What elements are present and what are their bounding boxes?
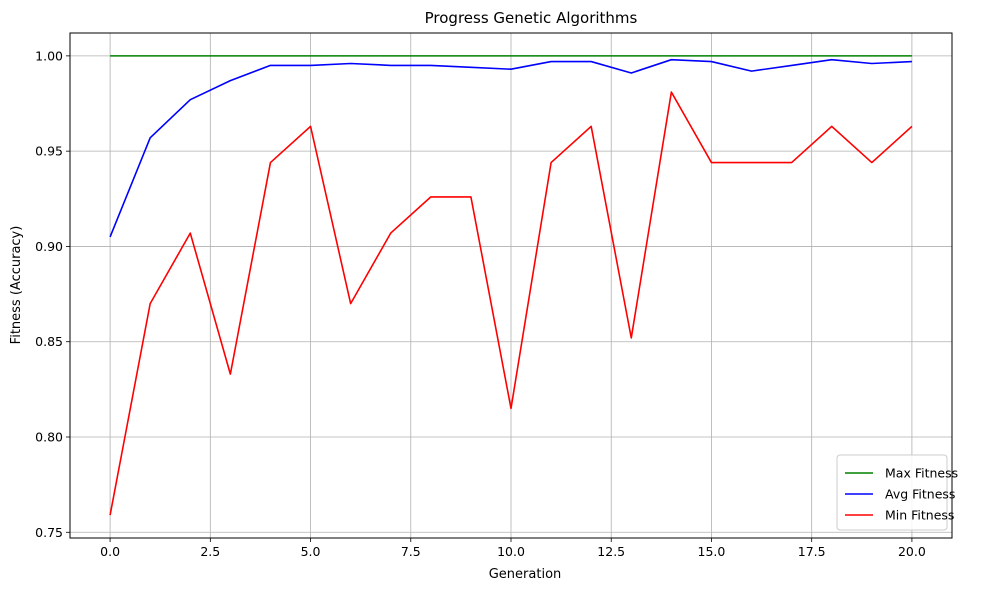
avg-fitness-line: [109, 58, 912, 238]
x-tick-label: 12.5: [597, 544, 625, 559]
x-tick-label: 0.0: [100, 544, 120, 559]
y-tick-label: 0.90: [35, 239, 63, 254]
legend-label-avg-fitness: Avg Fitness: [885, 487, 955, 502]
x-tick-label: 7.5: [401, 544, 421, 559]
legend-label-max-fitness: Max Fitness: [885, 466, 958, 481]
grid: [70, 33, 952, 538]
y-tick-label: 0.95: [35, 144, 63, 159]
x-tick-label: 17.5: [798, 544, 826, 559]
y-axis-label: Fitness (Accuracy): [9, 226, 24, 345]
x-axis-label: Generation: [489, 567, 562, 582]
x-tick-label: 5.0: [301, 544, 321, 559]
chart-title: Progress Genetic Algorithms: [425, 9, 638, 27]
series-layer: [109, 55, 913, 516]
x-tick-label: 2.5: [200, 544, 220, 559]
ticks: 0.0 2.5 5.0 7.5 10.0 12.5 15.0 17.5 20.0 0.75 0.80…: [35, 48, 926, 559]
min-fitness-line: [109, 91, 913, 516]
y-tick-label: 0.85: [35, 334, 63, 349]
x-tick-label: 20.0: [898, 544, 926, 559]
x-tick-label: 15.0: [698, 544, 726, 559]
x-tick-label: 10.0: [497, 544, 525, 559]
y-tick-label: 0.75: [35, 525, 63, 540]
y-tick-label: 0.80: [35, 430, 63, 445]
y-tick-label: 1.00: [35, 48, 63, 63]
legend: Max Fitness Avg Fitness Min Fitness: [836, 454, 958, 531]
legend-label-min-fitness: Min Fitness: [885, 508, 954, 523]
